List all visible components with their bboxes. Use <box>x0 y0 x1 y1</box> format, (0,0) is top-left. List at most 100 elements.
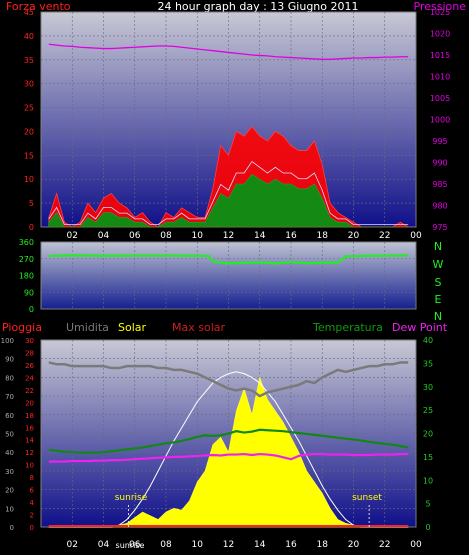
pressure-axis-label: Pressione <box>414 0 467 13</box>
x-tick-label: 22 <box>379 231 390 241</box>
temperature-tick-label: 40 <box>423 336 433 345</box>
compass-letter: W <box>433 258 444 271</box>
rain-tick-label: 6 <box>30 487 35 495</box>
wind-tick-label: 5 <box>29 199 34 208</box>
rain-tick-label: 28 <box>25 349 34 357</box>
x-tick-label: 02 <box>67 231 78 241</box>
chart-title: 24 hour graph day : 13 Giugno 2011 <box>157 0 358 13</box>
wind-tick-label: 30 <box>24 80 34 89</box>
pressure-tick-label: 990 <box>432 159 447 168</box>
x-tick-label: 20 <box>348 540 360 550</box>
pressure-tick-label: 975 <box>432 223 447 232</box>
direction-tick-label: 0 <box>29 305 34 314</box>
humidity-tick-label: 50 <box>5 431 14 439</box>
x-tick-label: 22 <box>379 540 390 550</box>
x-tick-label: 16 <box>285 231 297 241</box>
wind-axis-label: Forza vento <box>6 0 71 13</box>
x-tick-label: 16 <box>285 540 297 550</box>
pressure-tick-label: 985 <box>432 180 447 189</box>
humidity-tick-label: 80 <box>5 374 14 382</box>
humidity-tick-label: 60 <box>5 412 14 420</box>
rain-tick-label: 24 <box>25 374 34 382</box>
pressure-line <box>48 43 409 60</box>
pressure-tick-label: 1015 <box>430 51 450 60</box>
rain-tick-label: 4 <box>30 499 35 507</box>
temperature-tick-label: 15 <box>423 453 433 462</box>
humidity-tick-label: 40 <box>5 449 14 457</box>
x-tick-label: 14 <box>254 231 266 241</box>
direction-tick-label: 180 <box>19 272 34 281</box>
axes: 0202040406060808101012121414161618182020… <box>1 8 451 550</box>
direction-tick-label: 360 <box>19 238 34 247</box>
wind-tick-label: 20 <box>24 127 34 136</box>
x-tick-label: 02 <box>67 540 78 550</box>
rain-tick-label: 10 <box>25 462 34 470</box>
compass-letter: N <box>434 240 442 253</box>
wind-tick-label: 15 <box>24 151 34 160</box>
temperature-tick-label: 5 <box>425 500 430 509</box>
rain-tick-label: 12 <box>25 449 34 457</box>
x-tick-label: 00 <box>410 231 422 241</box>
x-tick-label: 08 <box>160 231 172 241</box>
temperature-line <box>48 428 409 454</box>
legend-max-solar: Max solar <box>172 321 225 334</box>
pressure-tick-label: 1025 <box>430 8 450 17</box>
legend-dew-point: Dew Point <box>392 321 448 334</box>
x-tick-label: 18 <box>317 231 329 241</box>
x-tick-label: 10 <box>192 231 204 241</box>
wind-direction-line <box>48 254 409 265</box>
rain-tick-label: 26 <box>25 362 34 370</box>
x-tick-label: 00 <box>410 540 422 550</box>
humidity-tick-label: 100 <box>1 337 14 345</box>
pressure-tick-label: 1000 <box>430 116 450 125</box>
sunrise-label: sunrise <box>115 493 148 503</box>
x-tick-label: 12 <box>223 231 234 241</box>
rain-tick-label: 14 <box>25 437 34 445</box>
temperature-tick-label: 10 <box>423 476 433 485</box>
temperature-tick-label: 30 <box>423 383 433 392</box>
temperature-tick-label: 25 <box>423 406 433 415</box>
humidity-tick-label: 10 <box>5 505 14 513</box>
humidity-tick-label: 70 <box>5 393 14 401</box>
data-series <box>48 43 410 528</box>
wind-tick-label: 35 <box>24 56 34 65</box>
wind-tick-label: 10 <box>24 175 34 184</box>
humidity-tick-label: 0 <box>10 524 14 532</box>
dew-point-line <box>48 452 409 463</box>
x-tick-label: 06 <box>129 540 141 550</box>
compass-letter: S <box>435 276 442 289</box>
axis-sunrise-label: sunrise <box>116 541 145 550</box>
humidity-tick-label: 30 <box>5 468 14 476</box>
wind-tick-label: 25 <box>24 104 34 113</box>
x-tick-label: 10 <box>192 540 204 550</box>
rain-tick-label: 2 <box>30 512 34 520</box>
x-tick-label: 04 <box>98 231 110 241</box>
x-tick-label: 12 <box>223 540 234 550</box>
x-tick-label: 18 <box>317 540 329 550</box>
pressure-tick-label: 1010 <box>430 73 450 82</box>
humidity-tick-label: 90 <box>5 356 14 364</box>
rain-tick-label: 18 <box>25 412 34 420</box>
temperature-tick-label: 0 <box>425 523 430 532</box>
rain-tick-label: 22 <box>25 387 34 395</box>
compass-letter: E <box>435 293 442 306</box>
sunset-label: sunset <box>352 493 382 503</box>
pressure-tick-label: 1020 <box>430 30 450 39</box>
legend-solar: Solar <box>118 321 147 334</box>
x-tick-label: 06 <box>129 231 141 241</box>
wind-tick-label: 40 <box>24 32 34 41</box>
rain-tick-label: 16 <box>25 424 34 432</box>
rain-tick-label: 0 <box>30 524 34 532</box>
compass-letter: N <box>434 310 442 323</box>
direction-tick-label: 90 <box>24 288 34 297</box>
x-tick-label: 04 <box>98 540 110 550</box>
temperature-tick-label: 20 <box>423 430 433 439</box>
humidity-tick-label: 20 <box>5 487 14 495</box>
x-tick-label: 08 <box>160 540 172 550</box>
legend-umidita: Umidita <box>66 321 109 334</box>
legend-temperatura: Temperatura <box>312 321 383 334</box>
pressure-tick-label: 1005 <box>430 94 450 103</box>
pressure-tick-label: 980 <box>432 202 447 211</box>
humidity-line <box>48 361 409 398</box>
direction-tick-label: 270 <box>19 255 34 264</box>
